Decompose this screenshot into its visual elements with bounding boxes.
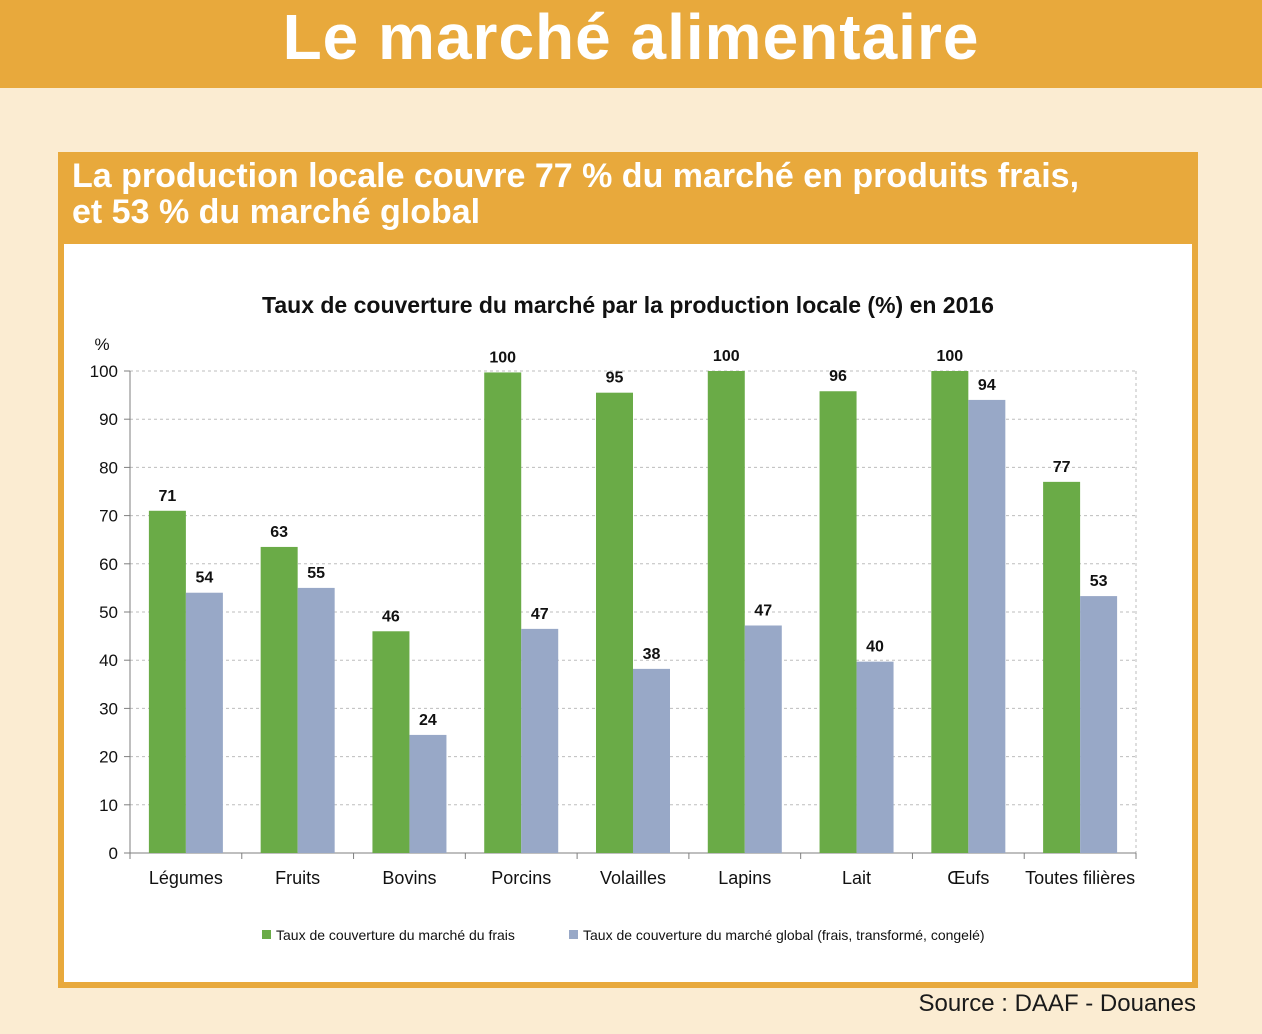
data-label: 38 <box>643 646 661 663</box>
data-label: 100 <box>489 349 516 366</box>
y-tick-label: 70 <box>99 507 118 526</box>
y-tick-label: 0 <box>109 844 118 863</box>
chart-panel: Taux de couverture du marché par la prod… <box>64 244 1192 982</box>
legend-label-global: Taux de couverture du marché global (fra… <box>583 927 985 943</box>
page-subtitle: La production locale couvre 77 % du marc… <box>72 158 1182 230</box>
data-label: 53 <box>1090 573 1108 590</box>
data-label: 47 <box>531 606 549 623</box>
legend-swatch-global <box>569 930 578 939</box>
data-label: 71 <box>158 488 176 505</box>
page-title: Le marché alimentaire <box>282 1 980 73</box>
data-label: 100 <box>936 348 963 365</box>
data-label: 55 <box>307 565 325 582</box>
data-label: 63 <box>270 524 288 541</box>
x-tick-label: Œufs <box>947 868 989 888</box>
y-tick-label: 10 <box>99 796 118 815</box>
data-label: 77 <box>1053 459 1071 476</box>
data-label: 94 <box>978 377 996 394</box>
bar-frais <box>484 372 522 853</box>
bar-global <box>968 399 1006 853</box>
data-label: 96 <box>829 368 847 385</box>
bar-frais <box>372 631 410 853</box>
x-tick-label: Lapins <box>718 868 771 888</box>
y-tick-label: 20 <box>99 748 118 767</box>
y-tick-label: 90 <box>99 410 118 429</box>
bar-global <box>856 661 894 853</box>
bar-frais <box>1043 481 1081 853</box>
y-tick-label: 80 <box>99 458 118 477</box>
data-label: 40 <box>866 639 884 656</box>
watermark-decoration <box>0 175 15 244</box>
bar-chart: Taux de couverture du marché par la prod… <box>90 292 1137 943</box>
x-tick-label: Porcins <box>491 868 551 888</box>
legend-swatch-frais <box>262 930 271 939</box>
bar-frais <box>260 546 298 853</box>
data-label: 47 <box>754 602 772 619</box>
bar-global <box>1080 596 1118 853</box>
bar-frais <box>931 371 969 853</box>
x-tick-label: Légumes <box>149 868 223 888</box>
y-tick-label: 50 <box>99 603 118 622</box>
bar-global <box>521 628 559 853</box>
subtitle-line-1: La production locale couvre 77 % du marc… <box>72 157 1080 195</box>
bar-global <box>297 587 335 853</box>
y-tick-label: 40 <box>99 651 118 670</box>
bar-frais <box>596 392 633 853</box>
source-note: Source : DAAF - Douanes <box>918 990 1196 1017</box>
legend-label-frais: Taux de couverture du marché du frais <box>276 927 515 943</box>
data-label: 54 <box>195 570 213 587</box>
bar-global <box>185 592 223 853</box>
x-tick-label: Bovins <box>382 868 436 888</box>
bar-frais <box>819 391 857 853</box>
x-tick-label: Volailles <box>600 868 666 888</box>
data-label: 95 <box>606 370 624 387</box>
bar-global <box>633 668 670 853</box>
y-tick-label: 30 <box>99 699 118 718</box>
chart-title: Taux de couverture du marché par la prod… <box>262 292 994 318</box>
bar-frais <box>707 371 745 853</box>
bar-global <box>409 734 447 853</box>
y-axis-label: % <box>94 335 109 354</box>
y-tick-label: 60 <box>99 555 118 574</box>
y-tick-label: 100 <box>90 362 118 381</box>
subtitle-line-2: et 53 % du marché global <box>72 193 481 231</box>
top-banner: Le marché alimentaire <box>0 0 1262 88</box>
x-tick-label: Fruits <box>275 868 320 888</box>
data-label: 24 <box>419 712 437 729</box>
x-tick-label: Toutes filières <box>1025 868 1135 888</box>
data-label: 46 <box>382 608 400 625</box>
x-tick-label: Lait <box>842 868 871 888</box>
data-label: 100 <box>713 348 740 365</box>
bar-frais <box>148 510 186 853</box>
bar-global <box>744 625 782 853</box>
